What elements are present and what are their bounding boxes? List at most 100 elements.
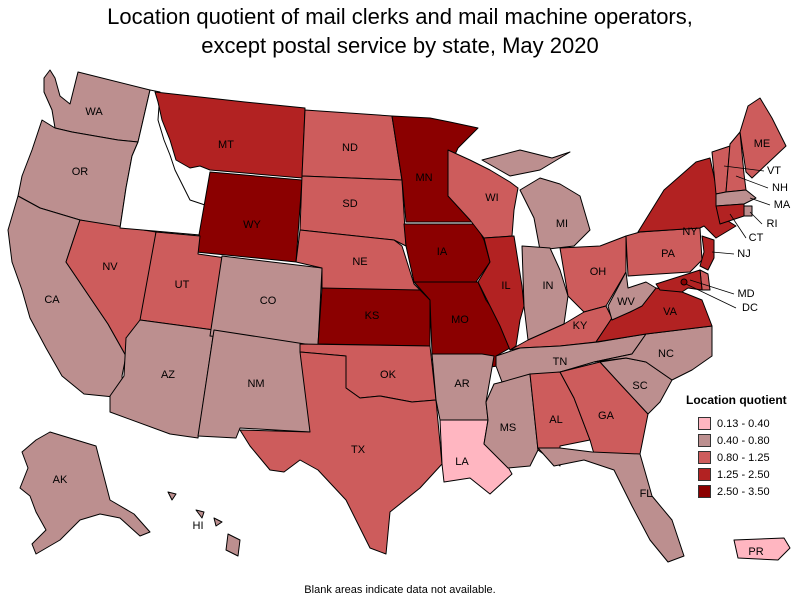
state-label-mt: MT [218, 139, 234, 151]
state-label-ia: IA [437, 246, 448, 258]
title-line-1: Location quotient of mail clerks and mai… [107, 4, 693, 29]
state-nh[interactable] [725, 131, 747, 193]
state-tx[interactable] [239, 351, 443, 555]
leader-line-ct [729, 213, 747, 239]
state-label-ne: NE [352, 256, 367, 268]
legend-item: 0.80 - 1.25 [686, 449, 798, 466]
state-pr[interactable] [733, 537, 791, 561]
state-label-nj: NJ [737, 248, 750, 260]
legend-swatch [698, 468, 711, 481]
state-wv[interactable] [607, 271, 657, 321]
state-label-il: IL [501, 280, 510, 292]
legend: Location quotient 0.13 - 0.40 0.40 - 0.80… [686, 393, 798, 500]
state-label-nm: NM [247, 378, 264, 390]
legend-item: 0.40 - 0.80 [686, 432, 798, 449]
state-in[interactable] [521, 245, 569, 341]
state-dc[interactable] [680, 278, 688, 286]
state-label-tn: TN [553, 356, 568, 368]
legend-label: 0.13 - 0.40 [717, 417, 770, 430]
legend-label: 1.25 - 2.50 [717, 468, 770, 481]
state-oh[interactable] [559, 235, 627, 313]
state-label-vt: VT [767, 165, 781, 177]
state-label-dc: DC [742, 302, 758, 314]
state-label-tx: TX [351, 444, 366, 456]
state-label-mi: MI [556, 218, 568, 230]
legend-label: 2.50 - 3.50 [717, 485, 770, 498]
state-label-va: VA [663, 306, 678, 318]
legend-item: 0.13 - 0.40 [686, 415, 798, 432]
state-nj[interactable] [699, 235, 715, 271]
legend-title: Location quotient [686, 393, 787, 407]
state-label-ut: UT [175, 279, 190, 291]
state-label-ct: CT [749, 232, 764, 244]
legend-swatch [698, 434, 711, 447]
leader-line-md [689, 279, 735, 295]
state-ak[interactable] [19, 431, 151, 555]
state-id[interactable] [119, 89, 206, 236]
leader-line-ma [749, 197, 771, 206]
state-nc[interactable] [593, 325, 713, 381]
legend-label: 0.80 - 1.25 [717, 451, 770, 464]
state-label-ky: KY [573, 320, 588, 332]
state-label-nc: NC [658, 348, 674, 360]
state-label-wv: WV [617, 296, 635, 308]
state-mi[interactable] [481, 149, 591, 251]
chart-title: Location quotient of mail clerks and mai… [0, 2, 800, 60]
state-label-ri: RI [767, 218, 778, 230]
state-label-ga: GA [598, 410, 615, 422]
legend-label: 0.40 - 0.80 [717, 434, 770, 447]
state-label-fl: FL [640, 488, 653, 500]
leader-line-dc [685, 283, 737, 309]
state-label-ny: NY [682, 226, 698, 238]
footnote: Blank areas indicate data not available. [304, 584, 496, 596]
state-mt[interactable] [154, 91, 306, 179]
state-label-ak: AK [53, 474, 68, 486]
legend-swatch [698, 451, 711, 464]
state-label-mn: MN [415, 172, 432, 184]
state-label-nh: NH [772, 182, 788, 194]
leader-line-vt [723, 165, 765, 172]
state-label-pa: PA [661, 248, 676, 260]
state-label-ca: CA [44, 294, 60, 306]
state-label-nv: NV [102, 261, 118, 273]
state-label-az: AZ [161, 369, 175, 381]
state-wy[interactable] [195, 171, 303, 263]
state-label-ar: AR [454, 378, 469, 390]
leader-line-ri [749, 211, 763, 225]
state-label-wi: WI [485, 192, 498, 204]
leader-line-nj [711, 251, 735, 255]
state-label-wy: WY [243, 219, 261, 231]
state-label-al: AL [549, 414, 562, 426]
state-wi[interactable] [447, 149, 519, 239]
state-sd[interactable] [299, 175, 407, 247]
state-label-sd: SD [342, 198, 357, 210]
legend-swatch [698, 485, 711, 498]
state-label-me: ME [754, 138, 771, 150]
state-label-ks: KS [365, 310, 380, 322]
title-line-2: except postal service by state, May 2020 [201, 33, 599, 58]
state-label-ok: OK [380, 369, 397, 381]
state-label-mo: MO [451, 314, 469, 326]
state-label-in: IN [543, 280, 554, 292]
state-hi[interactable] [167, 491, 241, 557]
legend-swatch [698, 417, 711, 430]
state-me[interactable] [739, 97, 787, 179]
state-fl[interactable] [537, 447, 685, 563]
state-label-oh: OH [590, 266, 607, 278]
state-label-wa: WA [85, 106, 103, 118]
state-label-co: CO [260, 295, 277, 307]
leader-line-nh [735, 175, 769, 189]
state-label-hi: HI [193, 520, 204, 532]
state-ks[interactable] [317, 287, 431, 347]
state-label-md: MD [737, 288, 754, 300]
state-label-ma: MA [774, 199, 791, 211]
state-ri[interactable] [743, 205, 753, 217]
state-label-or: OR [72, 166, 89, 178]
legend-item: 1.25 - 2.50 [686, 466, 798, 483]
legend-item: 2.50 - 3.50 [686, 483, 798, 500]
state-label-nd: ND [342, 142, 358, 154]
state-label-la: LA [455, 456, 469, 468]
state-label-sc: SC [632, 380, 647, 392]
state-label-pr: PR [748, 546, 763, 558]
